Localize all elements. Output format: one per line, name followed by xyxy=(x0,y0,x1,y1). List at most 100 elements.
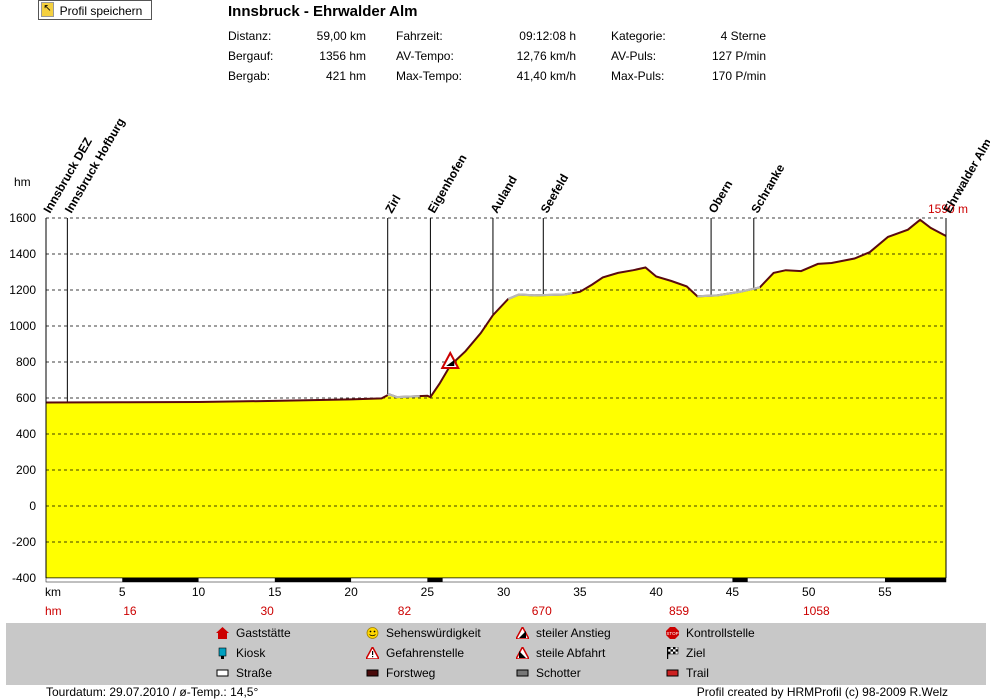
y-tick-label: -200 xyxy=(12,535,36,549)
stat-value: 12,76 km/h xyxy=(516,49,576,63)
y-tick-label: 600 xyxy=(16,391,36,405)
page-title: Innsbruck - Ehrwalder Alm xyxy=(228,3,418,20)
waypoint-label: Obern xyxy=(706,178,736,216)
stat-key: AV-Tempo: xyxy=(396,49,454,63)
hm-row-value: 82 xyxy=(398,604,412,618)
stop-icon: STOP xyxy=(666,627,679,639)
y-tick-label: 1000 xyxy=(9,319,36,333)
hm-row-label: hm xyxy=(45,604,62,618)
waypoint-label: Eigenhofen xyxy=(425,152,470,216)
svg-text:STOP: STOP xyxy=(666,631,678,636)
credits: Profil created by HRMProfil (c) 98-2009 … xyxy=(696,685,948,699)
stat-key: Distanz: xyxy=(228,29,272,43)
kiosk-icon xyxy=(216,647,229,659)
steep-down-icon xyxy=(514,645,531,660)
y-tick-label: 1600 xyxy=(9,211,36,225)
stat-value: 59,00 km xyxy=(316,29,366,43)
elevation-area xyxy=(46,219,946,579)
legend-label: Kiosk xyxy=(236,646,266,660)
stat-key: Max-Tempo: xyxy=(396,69,463,83)
x-tick-label: 5 xyxy=(119,585,126,599)
x-tick-label: 40 xyxy=(649,585,663,599)
elevation-chart: -400 -200 0 200 400 600 800 1000 1200 1400 1600 hm k… xyxy=(9,116,990,618)
legend-label: Schotter xyxy=(536,666,581,680)
y-tick-label: 400 xyxy=(16,427,36,441)
house-icon xyxy=(216,627,229,639)
waypoint-label: Auland xyxy=(487,173,519,215)
stat-row: AV-Puls: 127 P/min xyxy=(611,49,766,65)
trail-band-segment xyxy=(427,578,443,582)
trail-band-segment xyxy=(884,578,946,582)
legend-label: Ziel xyxy=(686,646,706,660)
stat-value: 41,40 km/h xyxy=(516,69,576,83)
x-tick-label: 50 xyxy=(802,585,816,599)
trail-icon xyxy=(666,667,679,679)
steep-up-icon xyxy=(514,625,531,640)
stat-key: Max-Puls: xyxy=(611,69,665,83)
stat-key: Kategorie: xyxy=(611,29,666,43)
x-tick-label: 35 xyxy=(573,585,587,599)
waypoint-label: Schranke xyxy=(748,161,787,215)
legend-label: Straße xyxy=(236,666,273,680)
tour-date-temp: Tourdatum: 29.07.2010 / ø-Temp.: 14,5° xyxy=(46,685,259,699)
stat-row: Kategorie: 4 Sterne xyxy=(611,29,766,45)
x-tick-label: 20 xyxy=(344,585,358,599)
stat-row: Max-Puls: 170 P/min xyxy=(611,69,766,85)
waypoint-label: Seefeld xyxy=(538,172,571,216)
legend-label: Forstweg xyxy=(386,666,436,680)
stat-value: 170 P/min xyxy=(711,69,766,83)
x-axis-label: km xyxy=(45,585,61,599)
danger-icon xyxy=(364,645,381,660)
legend-label: Gefahrenstelle xyxy=(386,646,465,660)
x-tick-label: 15 xyxy=(268,585,282,599)
stat-value: 1356 hm xyxy=(319,49,366,63)
stat-row: Distanz: 59,00 km xyxy=(228,29,366,45)
finish-flag-icon xyxy=(666,646,679,659)
legend-label: steiler Anstieg xyxy=(536,626,611,640)
x-tick-label: 55 xyxy=(878,585,892,599)
legend-label: Kontrollstelle xyxy=(686,626,755,640)
trail-band-segment xyxy=(122,578,199,582)
hm-row-value: 670 xyxy=(532,604,552,618)
x-tick-label: 10 xyxy=(192,585,206,599)
stat-row: Max-Tempo: 41,40 km/h xyxy=(396,69,576,85)
road-icon xyxy=(216,667,229,679)
hm-row-value: 30 xyxy=(261,604,275,618)
legend-label: Trail xyxy=(686,666,709,680)
stat-value: 4 Sterne xyxy=(720,29,766,43)
hm-row-value: 859 xyxy=(669,604,689,618)
y-tick-label: 1400 xyxy=(9,247,36,261)
y-tick-label: 800 xyxy=(16,355,36,369)
trail-band-segment xyxy=(274,578,352,582)
stat-row: Fahrzeit: 09:12:08 h xyxy=(396,29,576,45)
y-axis-label: hm xyxy=(14,175,31,189)
max-elevation-label: 1590 m xyxy=(928,202,968,216)
trail-band-segment xyxy=(732,578,748,582)
stat-key: Fahrzeit: xyxy=(396,29,443,43)
gravel-segment xyxy=(387,393,420,399)
gravel-segment xyxy=(697,286,761,298)
save-profile-button[interactable]: ↖ Profil speichern xyxy=(38,0,152,20)
forest-road-icon xyxy=(366,667,379,679)
arrow-icon: ↖ xyxy=(41,2,54,17)
stat-row: Bergab: 421 hm xyxy=(228,69,366,85)
hm-row-value: 1058 xyxy=(803,604,830,618)
y-tick-label: 0 xyxy=(29,499,36,513)
y-tick-label: -400 xyxy=(12,571,36,585)
stat-value: 421 hm xyxy=(325,69,366,83)
x-tick-label: 45 xyxy=(726,585,740,599)
legend-label: Gaststätte xyxy=(236,626,291,640)
x-tick-label: 30 xyxy=(497,585,511,599)
gravel-icon xyxy=(516,667,529,679)
hm-row-value: 16 xyxy=(123,604,137,618)
y-tick-label: 200 xyxy=(16,463,36,477)
x-tick-label: 25 xyxy=(421,585,435,599)
smiley-icon xyxy=(366,627,379,639)
stat-key: Bergauf: xyxy=(228,49,274,63)
gravel-segment xyxy=(507,292,573,301)
stat-row: Bergauf: 1356 hm xyxy=(228,49,366,65)
legend-label: steile Abfahrt xyxy=(536,646,606,660)
stat-row: AV-Tempo: 12,76 km/h xyxy=(396,49,576,65)
stat-value: 127 P/min xyxy=(711,49,766,63)
stat-key: AV-Puls: xyxy=(611,49,657,63)
